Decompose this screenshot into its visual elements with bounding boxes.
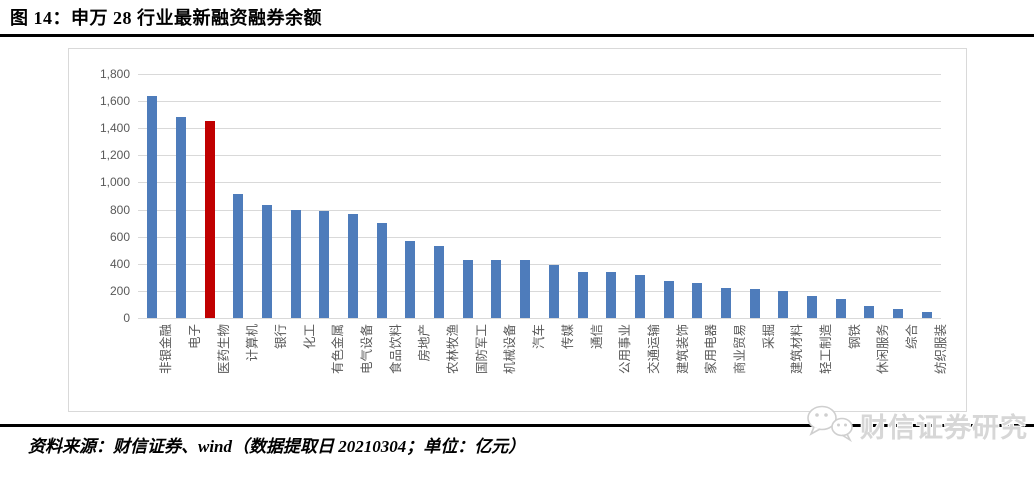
gridline — [138, 318, 941, 319]
bar — [262, 204, 273, 318]
y-tick-label: 1,800 — [99, 67, 130, 81]
y-tick-label: 200 — [109, 283, 130, 298]
bar — [864, 306, 875, 318]
bar-highlighted — [204, 120, 215, 318]
bar-chart-plot-area — [138, 74, 941, 319]
gridline — [138, 236, 941, 238]
bar — [290, 209, 301, 318]
bar — [720, 288, 731, 318]
y-tick-label: 1,400 — [99, 121, 130, 136]
bar — [634, 274, 645, 318]
bar — [491, 260, 502, 318]
bar — [462, 259, 473, 318]
gridline — [138, 182, 941, 184]
brand-watermark: 财信证券研究 — [804, 402, 1028, 449]
bar — [749, 288, 760, 318]
y-tick-label: 600 — [109, 229, 130, 244]
bar — [921, 311, 932, 318]
gridline — [138, 155, 941, 157]
source-note: 资料来源：财信证券、wind（数据提取日 20210304；单位：亿元） — [28, 437, 526, 456]
bar — [319, 210, 330, 318]
wechat-icon — [804, 402, 856, 449]
bar — [892, 309, 903, 318]
bar — [778, 290, 789, 318]
y-tick-label: 800 — [109, 202, 130, 217]
footer-divider-rule — [0, 424, 1034, 427]
chart-container: 0 200 400 600 800 1,000 1,200 1,400 1,600 1,800 非… — [68, 48, 967, 412]
bar — [376, 223, 387, 318]
bar — [692, 282, 703, 318]
gridline — [138, 263, 941, 265]
bar — [434, 246, 445, 318]
figure-title: 图 14：申万 28 行业最新融资融券余额 — [10, 8, 322, 28]
bar — [520, 260, 531, 318]
bar — [606, 272, 617, 318]
bar — [577, 271, 588, 318]
y-tick-label: 1,200 — [99, 148, 130, 163]
y-tick-label: 1,000 — [99, 175, 130, 190]
y-tick-label: 400 — [109, 256, 130, 271]
bar — [548, 265, 559, 318]
y-tick-label: 1,600 — [99, 94, 130, 109]
gridline — [138, 101, 941, 103]
bar — [233, 193, 244, 318]
bar — [835, 299, 846, 318]
bar — [348, 214, 359, 318]
gridline — [138, 74, 941, 75]
bar — [806, 295, 817, 318]
watermark-text: 财信证券研究 — [860, 413, 1028, 443]
bar — [147, 95, 158, 318]
y-tick-label: 0 — [123, 311, 130, 325]
bar — [405, 241, 416, 318]
title-underline-rule — [0, 34, 1034, 37]
bar — [663, 280, 674, 318]
gridline — [138, 128, 941, 130]
bar — [176, 117, 187, 318]
gridline — [138, 290, 941, 292]
gridline — [138, 209, 941, 211]
